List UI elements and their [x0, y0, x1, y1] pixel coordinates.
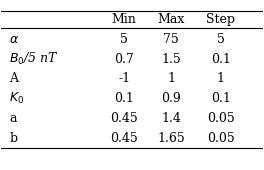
- Text: b: b: [9, 132, 17, 144]
- Text: 1.5: 1.5: [161, 53, 181, 66]
- Text: 0.1: 0.1: [211, 92, 231, 105]
- Text: 5: 5: [120, 33, 128, 46]
- Text: 0.45: 0.45: [110, 132, 138, 144]
- Text: Min: Min: [112, 13, 136, 26]
- Text: Max: Max: [158, 13, 185, 26]
- Text: 0.1: 0.1: [114, 92, 134, 105]
- Text: 1.4: 1.4: [161, 112, 181, 125]
- Text: 0.05: 0.05: [207, 112, 235, 125]
- Text: -1: -1: [118, 72, 130, 85]
- Text: 0.9: 0.9: [161, 92, 181, 105]
- Text: 0.1: 0.1: [211, 53, 231, 66]
- Text: Step: Step: [206, 13, 235, 26]
- Text: 0.05: 0.05: [207, 132, 235, 144]
- Text: 1: 1: [167, 72, 175, 85]
- Text: 1: 1: [217, 72, 225, 85]
- Text: 5: 5: [217, 33, 225, 46]
- Text: 1.65: 1.65: [157, 132, 185, 144]
- Text: 0.7: 0.7: [114, 53, 134, 66]
- Text: $\alpha$: $\alpha$: [9, 33, 19, 46]
- Text: $B_0$/5 nT: $B_0$/5 nT: [9, 51, 59, 67]
- Text: A: A: [9, 72, 18, 85]
- Text: $K_0$: $K_0$: [9, 91, 25, 106]
- Text: a: a: [9, 112, 17, 125]
- Text: 75: 75: [163, 33, 179, 46]
- Text: 0.45: 0.45: [110, 112, 138, 125]
